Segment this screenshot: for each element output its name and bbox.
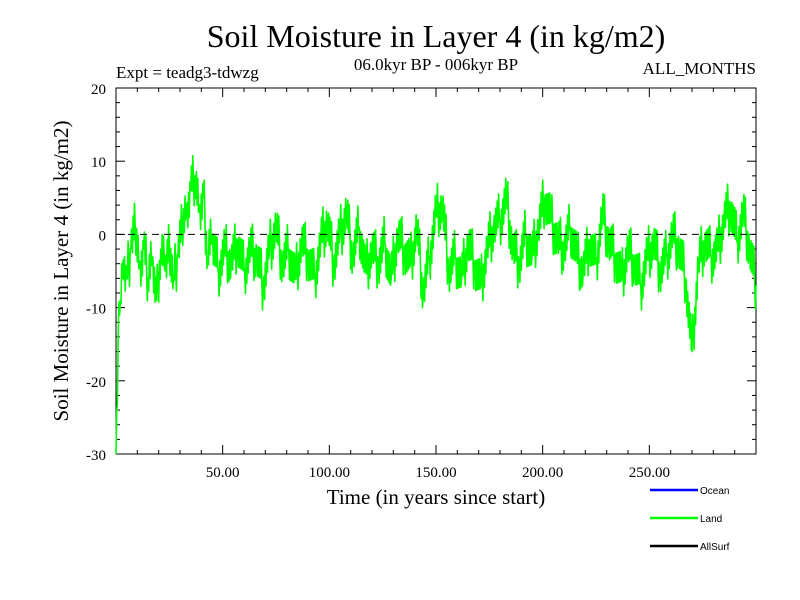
x-tick-label: 50.00 [206, 465, 240, 481]
legend-label-ocean: Ocean [700, 486, 729, 497]
y-tick-label: -20 [86, 375, 106, 391]
y-ticks: -30 -20 -10 0 10 20 [86, 82, 756, 464]
series-layer [115, 154, 757, 455]
x-axis-label: Time (in years since start) [327, 485, 546, 509]
plot-area: 50.00 100.00 150.00 200.00 250.00 -30 -20 -10 0… [86, 82, 757, 481]
legend-label-allsurf: AllSurf [700, 542, 730, 553]
chart-title: Soil Moisture in Layer 4 (in kg/m2) [207, 18, 666, 54]
x-tick-label: 200.00 [522, 465, 563, 481]
legend-label-land: Land [700, 514, 722, 525]
land-series-line [115, 154, 757, 455]
x-tick-label: 150.00 [415, 465, 456, 481]
y-tick-label: 0 [99, 228, 107, 244]
y-tick-label: -30 [86, 448, 106, 464]
y-tick-label: 20 [91, 82, 106, 98]
chart-subtitle-left: Expt = teadg3-tdwzg [116, 63, 259, 82]
x-tick-label: 100.00 [309, 465, 350, 481]
y-tick-label: 10 [91, 155, 106, 171]
x-ticks: 50.00 100.00 150.00 200.00 250.00 [136, 88, 736, 481]
chart-subtitle-right: ALL_MONTHS [643, 59, 756, 78]
y-axis-label: Soil Moisture in Layer 4 (in kg/m2) [49, 121, 73, 422]
x-tick-label: 250.00 [629, 465, 670, 481]
y-tick-label: -10 [86, 302, 106, 318]
legend: Ocean Land AllSurf [650, 486, 730, 553]
chart-subtitle-center: 06.0kyr BP - 006kyr BP [354, 55, 518, 74]
